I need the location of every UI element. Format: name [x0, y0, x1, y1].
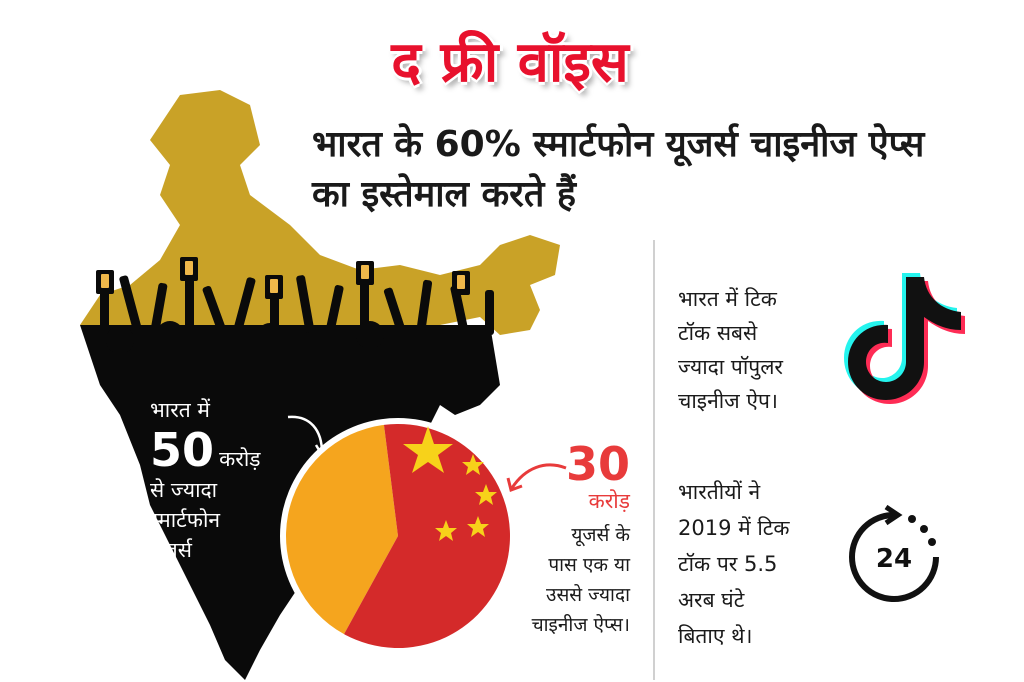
india-users-suffix-1: से ज्यादा — [150, 478, 218, 502]
india-users-suffix-3: यूजर्स — [150, 538, 192, 562]
china-flag-stars-icon — [403, 426, 497, 541]
fact-tiktok-hours: भारतीयों ने 2019 में टिक टॉक पर 5.5 अरब … — [678, 474, 828, 654]
fact-2-line-1: भारतीयों ने — [678, 480, 761, 504]
pie-slice-chinese-app-users — [344, 424, 510, 648]
clock-24-label: 24 — [876, 544, 912, 574]
chinese-app-users-unit: करोड़ — [588, 489, 630, 513]
fact-1-line-1: भारत में टिक — [678, 287, 777, 311]
chinese-app-users-desc-2: पास एक या — [548, 554, 630, 576]
india-users-unit: करोड़ — [219, 447, 261, 471]
fact-tiktok-popular: भारत में टिक टॉक सबसे ज्यादा पॉपुलर चाइन… — [678, 282, 828, 418]
chinese-app-users-desc-4: चाइनीज ऐप्स। — [531, 614, 630, 636]
curved-arrow-icon — [506, 463, 567, 492]
india-users-suffix-2: स्मार्टफोन — [150, 508, 221, 532]
fact-1-line-3: ज्यादा पॉपुलर — [678, 355, 784, 379]
chinese-app-users-desc-1: यूजर्स के — [571, 524, 630, 546]
section-divider — [653, 240, 655, 680]
brand-title: द फ्री वॉइस — [330, 22, 690, 104]
headline-line-2: का इस्तेमाल करते हैं — [312, 174, 577, 215]
chinese-app-users-desc-3: उससे ज्यादा — [546, 584, 630, 606]
fact-1-line-4: चाइनीज ऐप। — [678, 389, 778, 413]
fact-2-line-5: बिताए थे। — [678, 624, 753, 648]
fact-2-line-2: 2019 में टिक — [678, 516, 790, 540]
india-users-label: भारत में 50 करोड़ से ज्यादा स्मार्टफोन य… — [150, 395, 300, 565]
chinese-app-users-number: 30 — [565, 437, 630, 491]
headline: भारत के 60% स्मार्टफोन यूजर्स चाइनीज ऐप्… — [312, 120, 992, 220]
clock-24-icon: 24 — [849, 505, 939, 602]
india-users-prefix: भारत में — [150, 398, 210, 422]
headline-line-1: भारत के 60% स्मार्टफोन यूजर्स चाइनीज ऐप्… — [312, 124, 925, 165]
phone-screens — [101, 261, 465, 293]
fact-1-line-2: टॉक सबसे — [678, 321, 758, 345]
pie-slice-india-users — [286, 424, 398, 635]
india-map-north — [80, 90, 560, 335]
tiktok-logo-icon — [844, 273, 965, 404]
fact-2-line-3: टॉक पर 5.5 — [678, 552, 778, 576]
users-pie-chart — [280, 418, 516, 654]
chinese-app-users-label: 30 करोड़ यूजर्स के पास एक या उससे ज्यादा… — [510, 440, 630, 640]
fact-2-line-4: अरब घंटे — [678, 588, 745, 612]
india-users-number: 50 — [150, 423, 215, 477]
brand-name: द फ्री वॉइस — [391, 30, 629, 95]
